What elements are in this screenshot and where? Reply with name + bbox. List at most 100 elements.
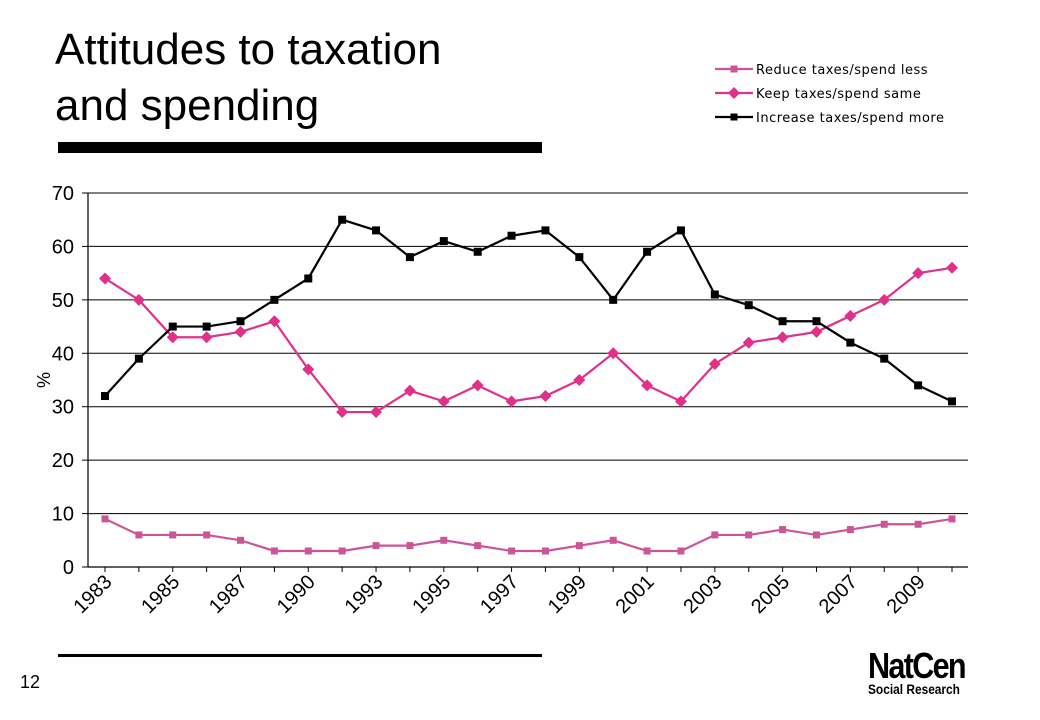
diamond-marker xyxy=(302,363,315,376)
square-marker xyxy=(812,531,820,539)
x-tick-label-1987: 1987 xyxy=(205,571,252,618)
y-tick-label-0: 0 xyxy=(63,557,74,579)
square-marker xyxy=(338,215,347,224)
diamond-marker xyxy=(539,390,552,403)
square-marker xyxy=(745,531,753,539)
diamond-marker xyxy=(573,374,586,386)
diamond-marker xyxy=(132,293,145,306)
y-tick-label-40: 40 xyxy=(52,343,74,365)
diamond-marker xyxy=(166,331,179,344)
series-group xyxy=(99,215,958,555)
diamond-marker xyxy=(742,336,755,349)
square-marker xyxy=(270,295,279,304)
x-tick-label-2005: 2005 xyxy=(747,571,794,618)
diamond-marker xyxy=(505,395,518,408)
y-tick-label-60: 60 xyxy=(52,236,74,258)
square-marker xyxy=(730,113,738,121)
square-marker xyxy=(812,317,821,326)
square-marker xyxy=(304,274,313,283)
x-tick-label-2009: 2009 xyxy=(883,571,930,618)
square-marker xyxy=(101,515,109,523)
square-marker xyxy=(304,547,312,555)
square-marker xyxy=(710,290,719,299)
x-tick-label-1995: 1995 xyxy=(408,571,455,618)
title-line-2: and spending xyxy=(55,81,320,130)
logo-subtitle: Social Research xyxy=(868,681,960,697)
square-marker xyxy=(643,247,652,256)
series-reduce-taxes-spend-less xyxy=(101,515,956,555)
square-marker xyxy=(270,547,278,555)
square-marker xyxy=(914,520,922,528)
square-marker xyxy=(135,531,143,539)
diamond-marker xyxy=(471,379,484,392)
natcen-logo: NatCen Social Research xyxy=(868,645,988,697)
diamond-marker xyxy=(403,384,416,397)
x-tick-label-1999: 1999 xyxy=(544,571,591,618)
gridlines xyxy=(88,192,968,568)
square-marker xyxy=(575,253,584,262)
diamond-marker xyxy=(674,395,687,408)
square-marker xyxy=(609,295,618,304)
square-marker xyxy=(948,515,956,523)
square-marker xyxy=(914,381,923,390)
diamond-marker xyxy=(200,331,213,344)
square-marker xyxy=(677,547,685,555)
square-marker xyxy=(880,520,888,528)
legend-label: Increase taxes/spend more xyxy=(756,111,944,126)
series-line xyxy=(104,266,953,414)
square-marker xyxy=(575,542,583,550)
square-marker xyxy=(711,531,719,539)
series-increase-taxes-spend-more xyxy=(101,215,956,406)
y-tick-label-30: 30 xyxy=(52,397,74,419)
x-tick-label-1997: 1997 xyxy=(476,571,523,618)
diamond-marker xyxy=(878,293,891,306)
square-marker xyxy=(372,226,381,235)
diamond-marker xyxy=(370,406,383,419)
square-marker xyxy=(202,322,211,331)
title-line-1: Attitudes to taxation xyxy=(55,25,442,74)
diamond-marker xyxy=(437,395,450,408)
x-tick-label-2003: 2003 xyxy=(679,571,726,618)
square-marker xyxy=(440,536,448,544)
diamond-marker xyxy=(708,357,721,370)
footer-rule xyxy=(58,654,542,657)
square-marker xyxy=(405,253,414,262)
square-marker xyxy=(846,526,854,534)
square-marker xyxy=(643,547,651,555)
square-marker xyxy=(730,65,738,73)
square-marker xyxy=(439,237,448,246)
x-tick-label-1993: 1993 xyxy=(341,571,388,618)
square-marker xyxy=(508,547,516,555)
legend: Reduce taxes/spend less Keep taxes/spend … xyxy=(715,63,944,126)
diamond-marker xyxy=(776,331,789,344)
diamond-marker xyxy=(234,325,247,338)
logo-wordmark: NatCen xyxy=(868,645,967,686)
legend-item-0: Reduce taxes/spend less xyxy=(715,63,928,78)
diamond-marker xyxy=(912,267,925,280)
square-marker xyxy=(474,542,482,550)
series-line xyxy=(104,517,953,553)
square-marker xyxy=(541,547,549,555)
x-tick-label-2001: 2001 xyxy=(612,571,659,618)
y-axis-label: % xyxy=(34,372,54,388)
x-tick-label-2007: 2007 xyxy=(815,571,862,618)
slide-title: Attitudes to taxation and spending xyxy=(55,22,575,134)
x-tick-label-1990: 1990 xyxy=(273,571,320,618)
square-marker xyxy=(846,338,855,347)
square-marker xyxy=(541,226,550,235)
x-tick-label-1985: 1985 xyxy=(137,571,184,618)
series-keep-taxes-spend-same xyxy=(99,261,958,419)
legend-label: Keep taxes/spend same xyxy=(756,87,921,102)
square-marker xyxy=(134,354,143,363)
square-marker xyxy=(236,317,245,326)
square-marker xyxy=(101,392,109,401)
diamond-marker xyxy=(336,406,349,419)
diamond-marker xyxy=(607,347,620,360)
square-marker xyxy=(676,226,685,235)
x-tick-label-1983: 1983 xyxy=(70,571,117,618)
square-marker xyxy=(169,531,177,539)
diamond-marker xyxy=(99,272,111,285)
diamond-marker xyxy=(946,261,958,274)
square-marker xyxy=(507,231,516,240)
